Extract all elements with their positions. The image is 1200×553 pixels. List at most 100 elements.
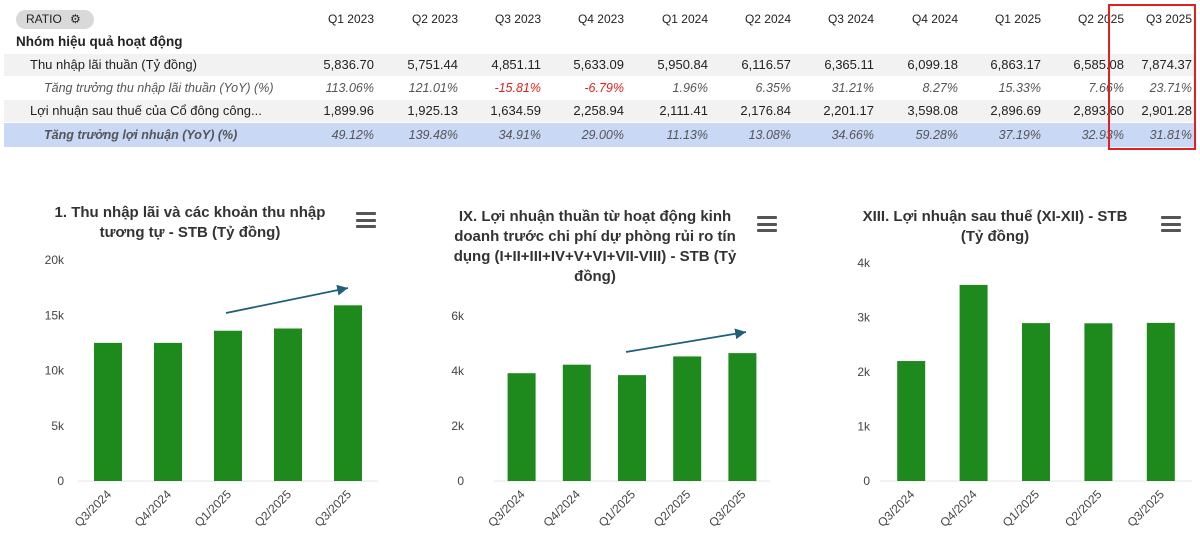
chart-2-menu-icon[interactable] [757,216,777,232]
y-tick-label: 2k [451,419,465,433]
x-tick-label: Q1/2025 [596,487,639,530]
column-header[interactable]: Q3 2023 [494,12,541,26]
table-cell: -6.79% [584,81,624,95]
bar[interactable] [897,361,926,481]
y-tick-label: 1k [857,420,871,434]
table-cell: 23.71% [1149,81,1192,95]
row-label: Tăng trưởng thu nhập lãi thuần (YoY) (%) [44,81,274,95]
chart-1-menu-icon[interactable] [356,212,376,228]
table-cell: 13.08% [748,128,791,142]
row-label: Tăng trưởng lợi nhuận (YoY) (%) [44,128,238,142]
table-cell: 29.00% [581,128,624,142]
table-cell: 6,863.17 [990,57,1041,72]
table-cell: 2,111.41 [659,103,708,118]
x-tick-label: Q4/2024 [132,487,175,530]
table-cell: 6,099.18 [907,57,958,72]
table-cell: 8.27% [922,81,958,95]
bar[interactable] [673,356,702,481]
y-tick-label: 20k [45,253,65,267]
table-cell: 11.13% [666,128,708,142]
x-tick-label: Q3/2024 [72,487,115,530]
chart-3-menu-icon[interactable] [1161,216,1181,232]
bar[interactable] [728,353,757,481]
table-cell: 121.01% [408,81,458,95]
table-row[interactable]: Lợi nhuận sau thuế của Cổ đông công... 1,… [4,100,1196,122]
table-cell: 2,893.60 [1073,103,1124,118]
table-cell: 2,201.17 [823,103,874,118]
column-header[interactable]: Q3 2025 [1145,12,1192,26]
y-tick-label: 3k [857,311,871,325]
column-header[interactable]: Q2 2025 [1077,12,1124,26]
ratio-label: RATIO [26,12,62,26]
x-tick-label: Q3/2025 [706,487,749,530]
table-cell: 2,901.28 [1141,103,1192,118]
gear-icon: ⚙ [70,12,81,26]
group-label: Nhóm hiệu quả hoạt động [16,34,183,49]
table-cell: 37.19% [998,128,1041,142]
x-tick-label: Q4/2024 [540,487,583,530]
table-cell: 2,258.94 [573,103,624,118]
table-row-highlighted[interactable]: Tăng trưởng lợi nhuận (YoY) (%) 49.12% 139… [4,123,1196,147]
trend-arrow [225,284,349,314]
table-cell: 31.81% [1149,128,1192,142]
table-cell: 32.93% [1081,128,1124,142]
column-header[interactable]: Q1 2025 [994,12,1041,26]
y-tick-label: 0 [457,474,464,488]
table-cell: -15.81% [494,81,541,95]
chart-2-title: IX. Lợi nhuận thuần từ hoạt động kinh do… [453,208,737,285]
x-tick-label: Q2/2025 [651,487,694,530]
table-cell: 139.48% [408,128,458,142]
bar[interactable] [618,375,646,481]
x-tick-label: Q3/2025 [1124,487,1167,530]
table-cell: 1,925.13 [407,103,458,118]
table-cell: 6,116.57 [741,57,791,72]
table-cell: 59.28% [915,128,958,142]
table-cell: 15.33% [998,81,1041,95]
row-label: Thu nhập lãi thuần (Tỷ đồng) [30,57,197,72]
bar[interactable] [1084,323,1113,481]
y-tick-label: 0 [57,474,64,488]
column-header[interactable]: Q1 2023 [327,12,374,26]
bar[interactable] [334,305,362,481]
bar[interactable] [214,330,242,481]
column-header[interactable]: Q3 2024 [827,12,874,26]
bar[interactable] [1022,323,1050,481]
table-cell: 34.66% [831,128,874,142]
table-cell: 3,598.08 [907,103,958,118]
column-header[interactable]: Q1 2024 [661,12,708,26]
ratio-settings-button[interactable]: RATIO ⚙ [16,10,94,29]
table-row[interactable]: Thu nhập lãi thuần (Tỷ đồng) 5,836.70 5,75… [4,54,1196,76]
chart-3: 0 1k 2k 3k 4k Q3/2024 Q4/2024 Q1/2025 Q2/2025 Q3/… [857,256,1192,530]
trend-arrow [625,328,747,353]
table-cell: 5,751.44 [407,57,458,72]
bar[interactable] [562,364,591,481]
y-tick-label: 4k [451,364,465,378]
table-cell: 31.21% [831,81,874,95]
table-cell: 6,585.08 [1073,57,1124,72]
bar[interactable] [1146,322,1175,481]
bar[interactable] [154,342,182,481]
y-tick-label: 4k [857,256,871,270]
column-header[interactable]: Q2 2024 [744,12,791,26]
table-cell: 1.96% [672,81,708,95]
column-header[interactable]: Q2 2023 [411,12,458,26]
table-cell: 2,176.84 [740,103,791,118]
y-tick-label: 10k [45,364,65,378]
x-tick-label: Q1/2025 [1000,487,1043,530]
x-tick-label: Q3/2025 [312,487,355,530]
table-row[interactable]: Tăng trưởng thu nhập lãi thuần (YoY) (%)… [4,77,1196,99]
table-cell: 7,874.37 [1141,57,1192,72]
table-cell: 5,633.09 [573,57,624,72]
bar[interactable] [959,284,988,481]
y-tick-label: 6k [451,309,465,323]
x-tick-label: Q3/2024 [875,487,918,530]
table-cell: 7.66% [1088,81,1124,95]
group-row: Nhóm hiệu quả hoạt động [4,31,1196,53]
table-cell: 34.91% [498,128,541,142]
bar[interactable] [507,373,536,481]
table-cell: 5,836.70 [323,57,374,72]
bar[interactable] [94,342,122,481]
column-header[interactable]: Q4 2024 [911,12,958,26]
bar[interactable] [274,328,302,481]
column-header[interactable]: Q4 2023 [577,12,624,26]
